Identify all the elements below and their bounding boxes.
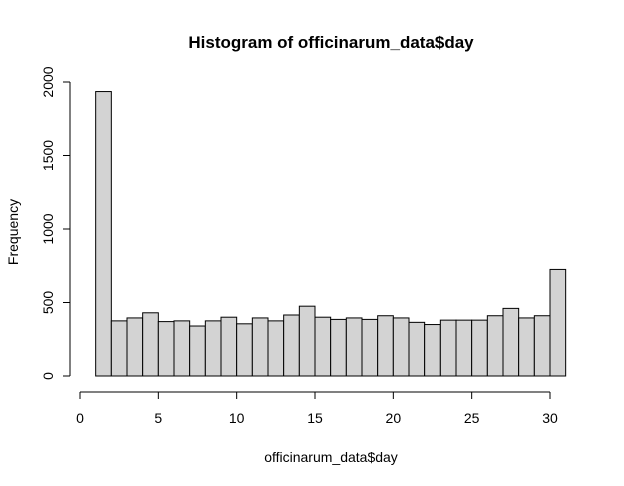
histogram-bar [345,317,363,377]
histogram-bar [518,317,535,377]
histogram-bar [439,319,457,377]
x-tick-label: 25 [464,410,480,426]
y-tick-label: 1500 [40,140,56,171]
histogram-bar [157,321,175,377]
histogram-bar [204,320,222,377]
y-axis: 0 500 1000 1500 2000 [40,66,71,380]
histogram-bar [549,268,567,377]
y-axis-label: Frequency [5,199,21,265]
histogram-bar [189,325,206,377]
histogram-bar [392,317,410,377]
bars-group [95,91,567,377]
histogram-bar [533,315,551,377]
histogram-bar [424,324,441,377]
x-axis: 0 5 10 15 20 25 30 [76,391,558,426]
histogram-bar [142,312,159,377]
x-tick-label: 30 [542,410,558,426]
histogram-bar [471,319,488,377]
histogram-bar [377,315,394,377]
histogram-bar [126,317,144,377]
histogram-bar [330,318,347,377]
histogram-bar [408,321,426,377]
histogram-bar [314,316,332,377]
y-tick-label: 2000 [40,66,56,97]
chart-title: Histogram of officinarum_data$day [188,33,474,52]
x-tick-label: 20 [386,410,402,426]
histogram-bar [95,91,112,377]
histogram-bar [455,319,473,377]
y-tick-label: 1000 [40,213,56,244]
histogram-bar [298,305,316,377]
x-tick-label: 0 [76,410,84,426]
x-tick-label: 15 [307,410,323,426]
x-tick-label: 10 [229,410,245,426]
histogram-bar [502,307,520,377]
x-tick-label: 5 [154,410,162,426]
y-tick-label: 0 [40,372,56,380]
y-tick-label: 500 [40,291,56,315]
histogram-bar [110,320,128,377]
histogram-bar [220,316,238,377]
histogram-bar [486,315,504,377]
histogram-bar [267,320,285,377]
x-axis-label: officinarum_data$day [264,449,398,465]
histogram-bar [283,314,300,377]
histogram-bar [236,323,253,377]
histogram-bar [173,320,191,377]
histogram-bar [361,318,379,377]
histogram-bar [251,317,269,377]
